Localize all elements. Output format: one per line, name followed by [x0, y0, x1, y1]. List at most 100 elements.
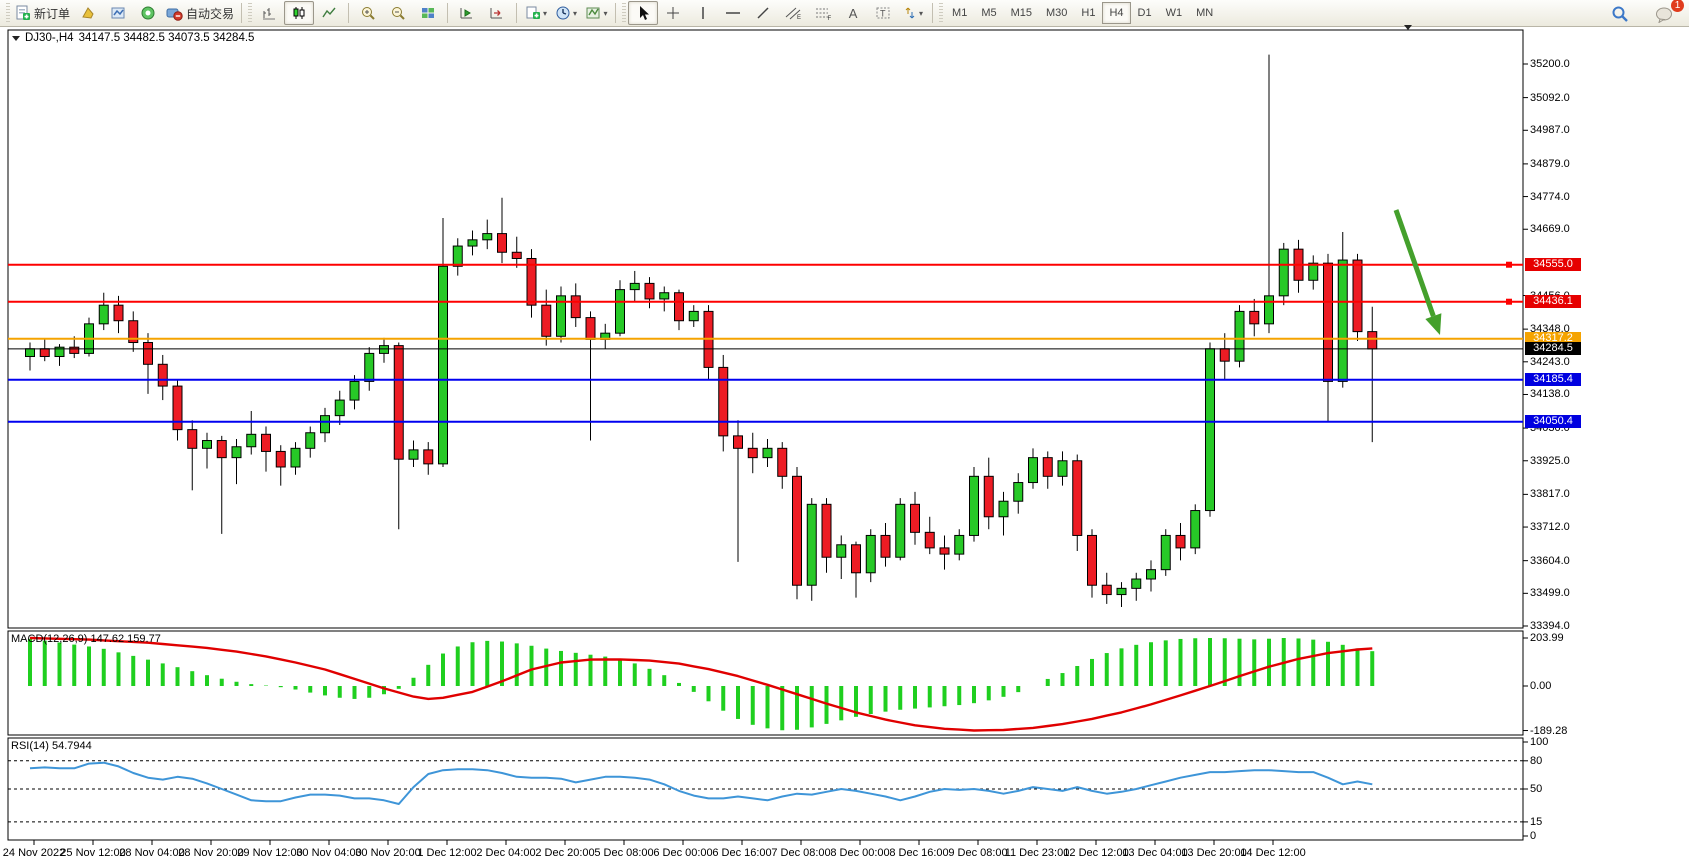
add-indicator-caret[interactable]: ▾ — [543, 8, 548, 18]
symbol-dropdown-icon[interactable] — [12, 35, 20, 41]
horizontal-line-button[interactable] — [718, 1, 748, 25]
line-chart-button[interactable] — [314, 1, 344, 25]
candle-body — [1264, 295, 1274, 325]
timeframe-m5[interactable]: M5 — [981, 7, 997, 19]
auto-trading-label: 自动交易 — [186, 6, 235, 21]
auto-scroll-button[interactable] — [452, 1, 482, 25]
time-axis-label: 7 Dec 08:00 — [771, 847, 831, 859]
candle-body — [393, 345, 404, 460]
cursor-icon — [640, 6, 650, 20]
chart-canvas[interactable] — [0, 27, 1689, 864]
chat-bubble-icon — [1655, 7, 1672, 23]
auto-trading-button[interactable]: 自动交易 — [163, 1, 237, 25]
chart-window[interactable]: DJ30-,H4 34147.5 34482.5 34073.5 34284.5… — [0, 25, 1689, 864]
fibonacci-button[interactable]: F — [808, 1, 838, 25]
trendline-button[interactable] — [748, 1, 778, 25]
template-caret[interactable]: ▾ — [603, 8, 608, 18]
timeframe-h1[interactable]: H1 — [1081, 7, 1096, 19]
tile-windows-button[interactable] — [413, 1, 443, 25]
rsi-axis-label: 100 — [1530, 736, 1549, 748]
add-indicator-button[interactable]: ▾ — [521, 1, 551, 25]
timeframe-d1[interactable]: D1 — [1137, 7, 1152, 19]
timeframe-m1[interactable]: M1 — [952, 7, 968, 19]
channel-button[interactable]: E — [778, 1, 808, 25]
candle-body — [69, 346, 80, 354]
price-axis-label: 33712.0 — [1530, 521, 1570, 534]
annotation-arrow-shaft[interactable] — [1393, 209, 1436, 317]
text-icon: A — [848, 5, 858, 21]
sound-icon — [141, 6, 155, 20]
crosshair-button[interactable] — [658, 1, 688, 25]
candle-body — [1072, 460, 1083, 536]
candle-body — [674, 292, 684, 322]
timeframe-m30[interactable]: M30 — [1046, 7, 1068, 19]
candle-body — [806, 503, 817, 586]
candle-body — [865, 534, 876, 574]
rsi-axis-label: 50 — [1530, 783, 1543, 795]
period-caret[interactable]: ▾ — [573, 8, 578, 18]
template-button[interactable]: ▾ — [581, 1, 611, 25]
candlestick-chart-icon — [293, 7, 305, 19]
candle-body — [334, 399, 345, 417]
candle-body — [969, 475, 979, 536]
vertical-line-icon — [702, 7, 704, 19]
candlestick-chart-button[interactable] — [284, 1, 315, 25]
toolbar-grip[interactable] — [6, 3, 10, 23]
arrows-button[interactable]: ▾ — [898, 1, 928, 25]
svg-text:F: F — [828, 16, 832, 21]
line-handle[interactable] — [1506, 298, 1512, 305]
timeframe-mn[interactable]: MN — [1196, 7, 1214, 19]
chart-symbol-period: DJ30-,H4 — [25, 32, 74, 44]
template-icon — [586, 7, 600, 19]
scroll-end-marker-icon[interactable] — [1404, 25, 1412, 48]
candle-body — [54, 346, 65, 358]
cursor-button[interactable] — [628, 1, 659, 25]
price-axis-label: 35200.0 — [1530, 58, 1570, 70]
candle-body — [851, 544, 861, 574]
candle-body — [231, 446, 242, 459]
tile-windows-icon — [422, 8, 435, 18]
line-handle[interactable] — [1506, 261, 1512, 268]
time-axis-label: 6 Dec 00:00 — [653, 847, 713, 859]
text-button[interactable]: A — [838, 1, 868, 25]
time-axis-label: 6 Dec 16:00 — [712, 847, 772, 859]
add-indicator-icon — [526, 6, 541, 19]
new-order-button[interactable]: 新订单 — [12, 1, 73, 25]
candle-body — [497, 233, 507, 253]
time-axis-label: 2 Dec 04:00 — [476, 847, 536, 859]
vertical-line-button[interactable] — [688, 1, 718, 25]
indicator-list-button[interactable] — [73, 1, 103, 25]
zoom-out-button[interactable] — [383, 1, 413, 25]
notifications-button[interactable]: 1 — [1649, 0, 1684, 26]
zoom-in-button[interactable] — [353, 1, 383, 25]
candle-body — [261, 433, 271, 452]
candle-body — [526, 257, 537, 306]
candle-body — [98, 304, 109, 325]
price-axis-label: 34669.0 — [1530, 223, 1570, 236]
candle-body — [25, 348, 35, 358]
candle-body — [157, 363, 168, 387]
search-button[interactable] — [1605, 2, 1635, 26]
candle-body — [939, 547, 950, 555]
candle-body — [792, 475, 802, 586]
chart-shift-button[interactable] — [482, 1, 512, 25]
price-tag: 34436.1 — [1525, 294, 1581, 308]
arrows-caret[interactable]: ▾ — [919, 8, 924, 18]
time-axis-label: 13 Dec 20:00 — [1181, 847, 1247, 859]
timeframe-h4[interactable]: H4 — [1102, 2, 1131, 24]
candle-body — [644, 282, 655, 300]
timeframe-m15[interactable]: M15 — [1010, 7, 1032, 19]
price-tag: 34555.0 — [1525, 257, 1581, 271]
annotation-arrow-head[interactable] — [1425, 313, 1442, 335]
sound-button[interactable] — [133, 1, 163, 25]
price-axis-label: 34879.0 — [1530, 157, 1570, 170]
timeframe-w1[interactable]: W1 — [1165, 7, 1183, 19]
text-label-button[interactable]: T — [868, 1, 898, 25]
chart-windows-button[interactable] — [103, 1, 133, 25]
timeframe-group: M1 M5 M15 M30 H1 H4 D1 W1 MN — [945, 2, 1220, 24]
candle-body — [954, 534, 965, 555]
bar-chart-button[interactable] — [254, 1, 284, 25]
main-panel-frame — [7, 29, 1524, 629]
price-tag: 34284.5 — [1525, 341, 1581, 355]
period-button[interactable]: ▾ — [551, 1, 581, 25]
